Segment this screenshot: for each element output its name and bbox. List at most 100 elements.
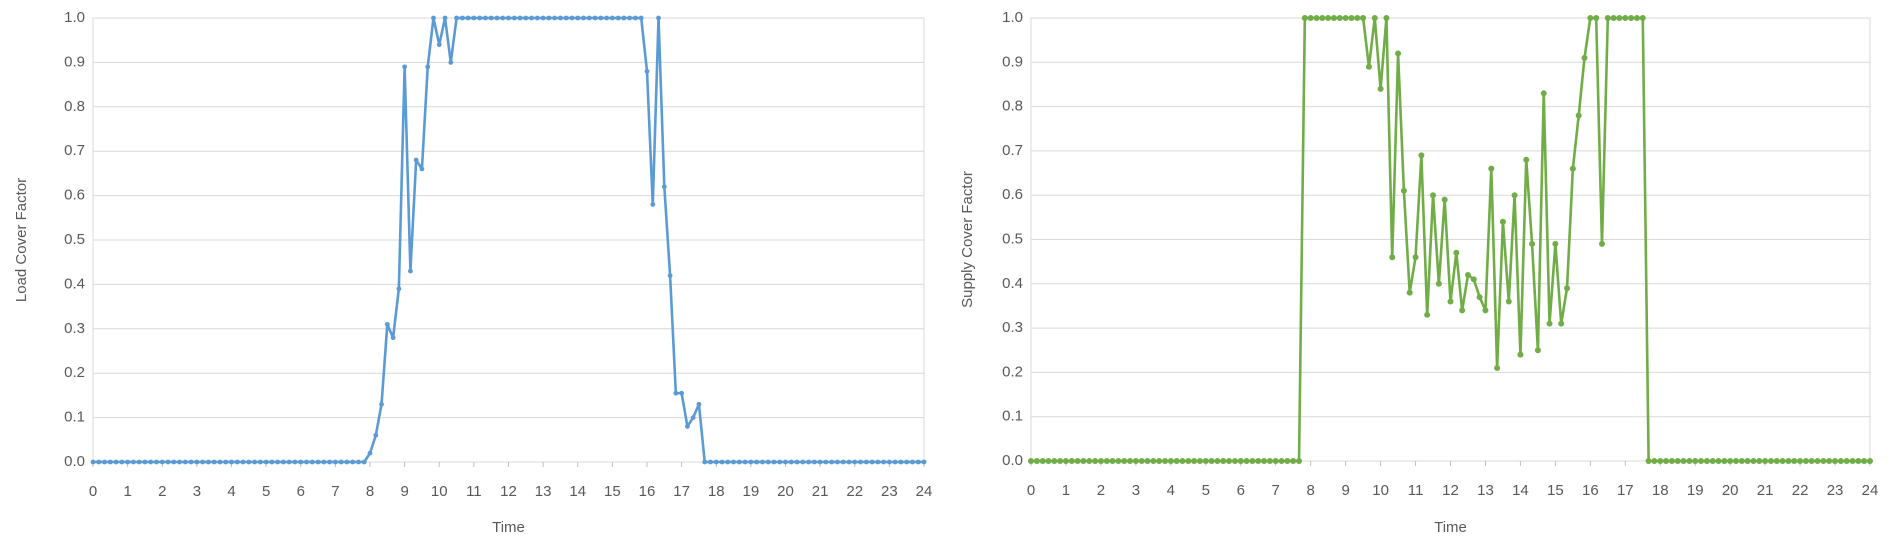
x-tick-label: 12 bbox=[500, 483, 517, 500]
data-point bbox=[1616, 15, 1623, 21]
data-point bbox=[1797, 458, 1804, 464]
data-point bbox=[696, 401, 702, 407]
x-tick-label: 2 bbox=[158, 483, 166, 500]
x-tick-label: 3 bbox=[1132, 482, 1140, 499]
data-point bbox=[667, 273, 673, 278]
data-point bbox=[136, 459, 142, 465]
data-point bbox=[1686, 458, 1693, 464]
data-point bbox=[1290, 458, 1297, 464]
data-point bbox=[1575, 112, 1582, 119]
data-point bbox=[188, 459, 194, 465]
data-point bbox=[1220, 458, 1227, 464]
data-point bbox=[1132, 458, 1139, 464]
x-tick-label: 11 bbox=[466, 483, 482, 500]
data-point bbox=[552, 15, 558, 21]
data-point bbox=[1692, 458, 1699, 464]
y-tick-label: 0.7 bbox=[64, 142, 85, 159]
data-point bbox=[881, 459, 886, 465]
data-point bbox=[633, 15, 638, 21]
data-point bbox=[263, 459, 269, 465]
x-axis-label: Time bbox=[492, 519, 525, 536]
x-tick-label: 0 bbox=[1027, 482, 1035, 499]
data-point bbox=[523, 15, 529, 21]
data-point bbox=[1278, 458, 1285, 464]
data-point bbox=[1721, 458, 1728, 464]
data-point bbox=[1779, 458, 1786, 464]
data-point bbox=[1255, 458, 1262, 464]
data-point bbox=[1587, 15, 1594, 21]
x-tick-label: 24 bbox=[916, 483, 933, 500]
data-point bbox=[1733, 458, 1740, 464]
data-point bbox=[1826, 458, 1833, 464]
data-point bbox=[869, 459, 875, 465]
data-point bbox=[835, 459, 840, 465]
data-point bbox=[1307, 15, 1314, 21]
data-point bbox=[344, 459, 350, 465]
data-point bbox=[1645, 458, 1652, 464]
x-tick-label: 18 bbox=[708, 483, 725, 500]
data-point bbox=[754, 459, 760, 465]
data-point bbox=[1389, 254, 1396, 261]
data-point bbox=[1564, 285, 1571, 292]
data-point bbox=[1301, 15, 1308, 21]
data-point bbox=[540, 15, 546, 21]
data-point bbox=[402, 64, 408, 70]
data-point bbox=[1727, 458, 1734, 464]
data-point bbox=[90, 459, 96, 465]
data-point bbox=[206, 459, 211, 465]
data-point bbox=[638, 15, 644, 21]
data-point bbox=[713, 459, 719, 465]
data-point bbox=[1179, 458, 1186, 464]
data-point bbox=[1785, 458, 1792, 464]
data-point bbox=[148, 459, 154, 465]
x-tick-label: 24 bbox=[1862, 482, 1879, 499]
data-point bbox=[910, 459, 915, 465]
x-tick-label: 22 bbox=[1792, 482, 1809, 499]
data-point bbox=[1540, 90, 1547, 97]
data-point bbox=[852, 459, 858, 465]
data-point bbox=[777, 459, 783, 465]
data-point bbox=[154, 459, 159, 465]
data-point bbox=[1383, 15, 1390, 21]
data-point bbox=[1482, 307, 1489, 314]
y-tick-label: 0.6 bbox=[64, 187, 85, 204]
data-point bbox=[1610, 15, 1617, 21]
data-point bbox=[465, 15, 471, 21]
data-point bbox=[1470, 276, 1477, 283]
data-point bbox=[1808, 458, 1815, 464]
data-point bbox=[1820, 458, 1827, 464]
data-point bbox=[315, 459, 321, 465]
data-point bbox=[309, 459, 315, 465]
data-point bbox=[1802, 458, 1809, 464]
x-tick-label: 6 bbox=[1237, 482, 1245, 499]
data-point bbox=[1767, 458, 1774, 464]
data-point bbox=[840, 459, 846, 465]
data-point bbox=[1406, 289, 1413, 296]
data-point bbox=[488, 15, 494, 21]
data-point bbox=[1103, 458, 1110, 464]
data-point bbox=[373, 432, 379, 438]
data-point bbox=[1319, 15, 1326, 21]
data-point bbox=[159, 459, 165, 465]
x-tick-label: 16 bbox=[639, 483, 656, 500]
data-point bbox=[892, 459, 898, 465]
x-tick-label: 14 bbox=[569, 483, 586, 500]
x-tick-label: 12 bbox=[1442, 482, 1459, 499]
data-point bbox=[223, 459, 229, 465]
data-point bbox=[384, 321, 390, 327]
data-point bbox=[1121, 458, 1128, 464]
y-tick-label: 0.1 bbox=[64, 409, 85, 426]
data-point bbox=[846, 459, 852, 465]
data-point bbox=[1657, 458, 1664, 464]
data-point bbox=[234, 459, 240, 465]
x-tick-label: 1 bbox=[123, 483, 131, 500]
data-point bbox=[1208, 458, 1215, 464]
data-point bbox=[904, 459, 910, 465]
data-point bbox=[1400, 187, 1407, 194]
x-tick-label: 13 bbox=[535, 483, 552, 500]
data-point bbox=[1546, 320, 1553, 327]
data-point bbox=[1849, 458, 1856, 464]
x-tick-label: 23 bbox=[881, 483, 898, 500]
data-point bbox=[817, 459, 823, 465]
data-point bbox=[1231, 458, 1238, 464]
